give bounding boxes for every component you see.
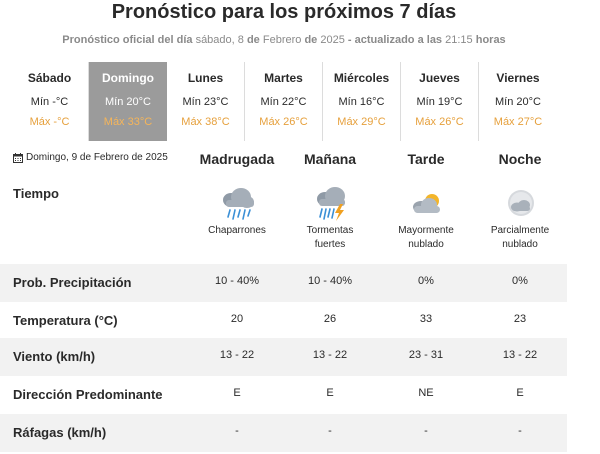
day-max-temp: Máx 26°C (259, 116, 308, 128)
weather-desc: Parcialmente nublado (490, 225, 550, 250)
row-label-wind: Viento (km/h) (13, 349, 96, 364)
selected-date-label: Domingo, 9 de Febrero de 2025 (26, 152, 168, 163)
mostly-cloudy-day-icon (413, 194, 440, 213)
weather-desc: Mayormente nublado (398, 225, 454, 250)
row-label-gusts: Ráfagas (km/h) (13, 425, 107, 440)
day-tab-viernes[interactable]: Viernes Mín 20°C Máx 27°C (479, 62, 557, 141)
day-max-temp: Máx 33°C (103, 116, 153, 128)
day-min-temp: Mín 22°C (260, 96, 307, 108)
table-cell: 20 (230, 313, 244, 325)
day-selector: Sábado Mín -°C Máx -°C Domingo Mín 20°C … (11, 62, 567, 141)
row-label-temperature: Temperatura (°C) (13, 313, 118, 328)
period-header-manana: Mañana (303, 151, 357, 167)
page-subtitle: Pronóstico oficial del día sábado, 8 de … (62, 34, 506, 46)
day-max-temp: Máx 38°C (181, 116, 230, 128)
table-cell: - (424, 425, 428, 437)
table-cell: 33 (419, 313, 433, 325)
table-cell: - (328, 425, 332, 437)
period-header-tarde: Tarde (407, 151, 445, 167)
calendar-icon (13, 152, 23, 163)
table-cell: NE (418, 387, 434, 399)
period-header-noche: Noche (498, 151, 542, 167)
table-cell: E (233, 387, 241, 399)
day-min-temp: Mín 20°C (495, 96, 541, 108)
row-label-tiempo: Tiempo (13, 186, 59, 201)
day-name: Viernes (496, 71, 540, 85)
table-cell: 10 - 40% (214, 275, 260, 287)
period-header-madrugada: Madrugada (199, 151, 275, 167)
page-title: Pronóstico para los próximos 7 días (111, 1, 457, 23)
day-tab-sabado[interactable]: Sábado Mín -°C Máx -°C (11, 62, 89, 141)
day-name: Lunes (187, 71, 224, 85)
table-row: Dirección Predominante E E NE E (0, 376, 567, 414)
weather-cell: Chaparrones (192, 186, 282, 238)
rain-cloud-icon (223, 188, 254, 220)
table-cell: 26 (323, 313, 337, 325)
day-min-temp: Mín -°C (30, 96, 69, 108)
day-name: Sábado (27, 71, 72, 85)
weather-desc: Tormentas fuertes (306, 225, 354, 250)
day-min-temp: Mín 23°C (182, 96, 229, 108)
table-cell: E (516, 387, 524, 399)
table-cell: 13 - 22 (219, 349, 255, 361)
row-label-precipitation: Prob. Precipitación (13, 275, 132, 290)
partly-cloudy-night-icon (508, 190, 534, 216)
day-min-temp: Mín 20°C (105, 96, 151, 108)
day-tab-miercoles[interactable]: Miércoles Mín 16°C Máx 29°C (323, 62, 401, 141)
weather-cell: Parcialmente nublado (475, 186, 565, 252)
day-name: Domingo (102, 71, 154, 85)
day-name: Martes (264, 71, 303, 85)
table-row: Ráfagas (km/h) - - - - (0, 414, 567, 452)
thunderstorm-icon (317, 187, 345, 221)
day-name: Jueves (419, 71, 460, 85)
selected-date: Domingo, 9 de Febrero de 2025 (13, 152, 168, 163)
day-name: Miércoles (333, 71, 390, 85)
row-label-direction: Dirección Predominante (13, 387, 163, 402)
table-row: Prob. Precipitación 10 - 40% 10 - 40% 0%… (0, 264, 567, 302)
day-min-temp: Mín 16°C (338, 96, 385, 108)
table-row: Viento (km/h) 13 - 22 13 - 22 23 - 31 13… (0, 338, 567, 376)
table-cell: 0% (418, 275, 434, 287)
table-cell: 23 (513, 313, 527, 325)
table-cell: - (235, 425, 239, 437)
weather-cell: Mayormente nublado (381, 186, 471, 252)
table-row: Temperatura (°C) 20 26 33 23 (0, 302, 567, 340)
table-cell: E (326, 387, 334, 399)
weather-desc: Chaparrones (208, 225, 266, 236)
day-max-temp: Máx 27°C (493, 116, 543, 128)
table-cell: 0% (512, 275, 528, 287)
day-max-temp: Máx 29°C (337, 116, 386, 128)
day-tab-domingo[interactable]: Domingo Mín 20°C Máx 33°C (89, 62, 167, 141)
day-max-temp: Máx -°C (29, 116, 70, 128)
day-tab-martes[interactable]: Martes Mín 22°C Máx 26°C (245, 62, 323, 141)
day-max-temp: Máx 26°C (415, 116, 464, 128)
table-cell: 13 - 22 (502, 349, 538, 361)
table-cell: 10 - 40% (307, 275, 353, 287)
weather-cell: Tormentas fuertes (285, 186, 375, 252)
table-cell: 23 - 31 (408, 349, 444, 361)
day-tab-jueves[interactable]: Jueves Mín 19°C Máx 26°C (401, 62, 479, 141)
table-cell: - (518, 425, 522, 437)
day-min-temp: Mín 19°C (416, 96, 463, 108)
day-tab-lunes[interactable]: Lunes Mín 23°C Máx 38°C (167, 62, 245, 141)
table-cell: 13 - 22 (312, 349, 348, 361)
